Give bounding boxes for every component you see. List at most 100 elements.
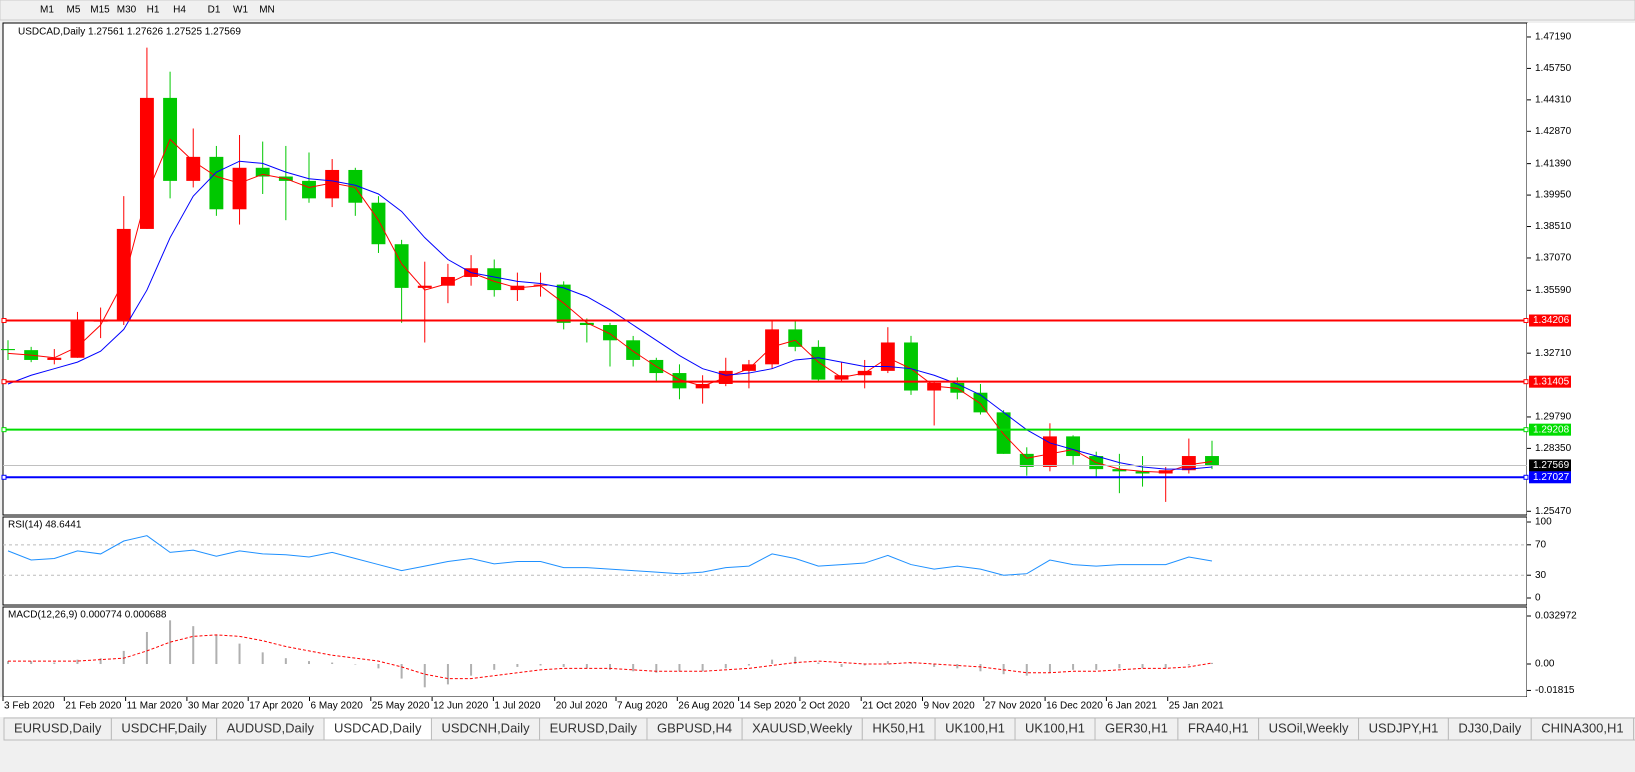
macd-bar [1187, 664, 1190, 666]
rsi-tick-label: 100 [1535, 517, 1552, 528]
chart-tab[interactable]: USOil,Weekly [1258, 717, 1360, 741]
level-handle[interactable] [1, 427, 7, 433]
candle-body [996, 412, 1011, 454]
chart-tab[interactable]: USDCNH,Daily [430, 717, 541, 741]
time-label: 7 Aug 2020 [617, 701, 668, 712]
rsi-line [7, 535, 1213, 576]
time-label: 1 Jul 2020 [494, 701, 541, 712]
macd-bar [1002, 664, 1005, 675]
chart-tab[interactable]: XAUUSD,Weekly [741, 717, 863, 741]
chart-tab[interactable]: AUDUSD,Daily [216, 717, 325, 741]
chart-tab[interactable]: EURUSD,Daily [3, 717, 112, 741]
candle-body [417, 285, 432, 288]
timeframe-button[interactable]: H1 [147, 5, 160, 16]
rsi-tick-label: 30 [1535, 570, 1547, 581]
timeframe-button[interactable]: W1 [233, 5, 248, 16]
level-handle[interactable] [1, 379, 7, 385]
macd-bar [76, 659, 79, 665]
macd-bar [53, 662, 56, 665]
chart-tab[interactable]: FRA40,H1 [1177, 717, 1260, 741]
macd-bar [470, 664, 473, 676]
macd-bar [400, 664, 403, 679]
candle-body [880, 342, 895, 371]
toolbar [0, 0, 1635, 21]
macd-bar [1048, 664, 1051, 673]
time-label: 20 Jul 2020 [556, 701, 608, 712]
macd-bar [238, 643, 241, 665]
macd-bar [979, 664, 982, 672]
macd-bar [354, 664, 357, 665]
macd-bar [771, 659, 774, 665]
time-label: 9 Nov 2020 [924, 701, 976, 712]
level-handle[interactable] [1, 318, 7, 324]
rsi-panel [2, 516, 1528, 606]
chart-tab[interactable]: UK100,H1 [1014, 717, 1096, 741]
candle-body [533, 284, 548, 286]
macd-bar [609, 664, 611, 670]
level-handle[interactable] [1, 474, 7, 480]
chart-tab[interactable]: USDCHF,Daily [110, 717, 218, 741]
timeframe-button[interactable]: M5 [67, 5, 81, 16]
macd-panel [2, 606, 1528, 698]
level-handle[interactable] [1523, 427, 1529, 433]
timeframe-button[interactable]: M1 [40, 5, 54, 16]
candle-body [927, 382, 942, 391]
candle-body [1042, 436, 1057, 467]
macd-bar [562, 664, 565, 667]
price-label: 1.39950 [1535, 190, 1572, 201]
macd-bar [1072, 664, 1075, 670]
chart-tab[interactable]: EURUSD,Daily [539, 717, 648, 741]
candle-body [741, 364, 756, 371]
candle-body [579, 322, 594, 326]
tab-label: FRA40,H1 [1188, 720, 1249, 735]
timeframe-button[interactable]: D1 [208, 5, 221, 16]
chart-tab[interactable]: HK50,H1 [861, 717, 936, 741]
price-label: 1.25470 [1535, 506, 1572, 517]
tab-label: USDCAD,Daily [334, 720, 422, 735]
macd-bar [701, 664, 704, 672]
time-label: 12 Jun 2020 [433, 701, 488, 712]
macd-header: MACD(12,26,9) 0.000774 0.000688 [8, 610, 167, 621]
level-handle[interactable] [1523, 379, 1529, 385]
macd-bar [910, 662, 912, 665]
tab-label: UK100,H1 [945, 720, 1005, 735]
timeframe-button[interactable]: MN [259, 5, 275, 16]
price-axis [1527, 23, 1635, 697]
timeframe-button[interactable]: M30 [117, 5, 137, 16]
tab-background [1633, 717, 1635, 741]
chart-tab[interactable]: USDJPY,H1 [1358, 717, 1449, 741]
tab-label: CHINA300,H1 [1541, 720, 1623, 735]
timeframe-button[interactable]: H4 [173, 5, 186, 16]
candle-body [186, 156, 201, 181]
chart-tab[interactable]: UK100,H1 [934, 717, 1016, 741]
time-label: 6 May 2020 [311, 701, 364, 712]
chart-tab[interactable]: USDCAD,Daily [323, 717, 432, 741]
time-axis [0, 697, 1635, 717]
macd-bar [794, 656, 797, 665]
time-label: 30 Mar 2020 [188, 701, 245, 712]
level-box [1529, 423, 1571, 436]
macd-bar [539, 664, 542, 666]
tab-label: USDCHF,Daily [121, 720, 207, 735]
time-label: 11 Mar 2020 [127, 701, 183, 712]
level-handle[interactable] [1523, 474, 1529, 480]
macd-bar [30, 661, 33, 665]
macd-bar [261, 652, 264, 665]
chart-tab[interactable]: CHINA300,H1 [1530, 717, 1635, 741]
candle-body [1135, 471, 1150, 474]
tab-label: EURUSD,Daily [550, 720, 638, 735]
macd-tick-label: -0.01815 [1535, 685, 1575, 696]
tab-label: EURUSD,Daily [14, 720, 102, 735]
macd-bar [99, 658, 102, 665]
chart-tab[interactable]: U [1633, 717, 1635, 741]
chart-tab[interactable]: GER30,H1 [1094, 717, 1179, 741]
tab-label: GBPUSD,H4 [657, 720, 732, 735]
level-box [1529, 314, 1571, 327]
macd-bar [724, 664, 727, 669]
level-handle[interactable] [1523, 318, 1529, 324]
chart-tab[interactable]: DJ30,Daily [1447, 717, 1532, 741]
timeframe-button[interactable]: M15 [90, 5, 110, 16]
candle-body [302, 180, 316, 199]
chart-tab[interactable]: GBPUSD,H4 [646, 717, 743, 741]
